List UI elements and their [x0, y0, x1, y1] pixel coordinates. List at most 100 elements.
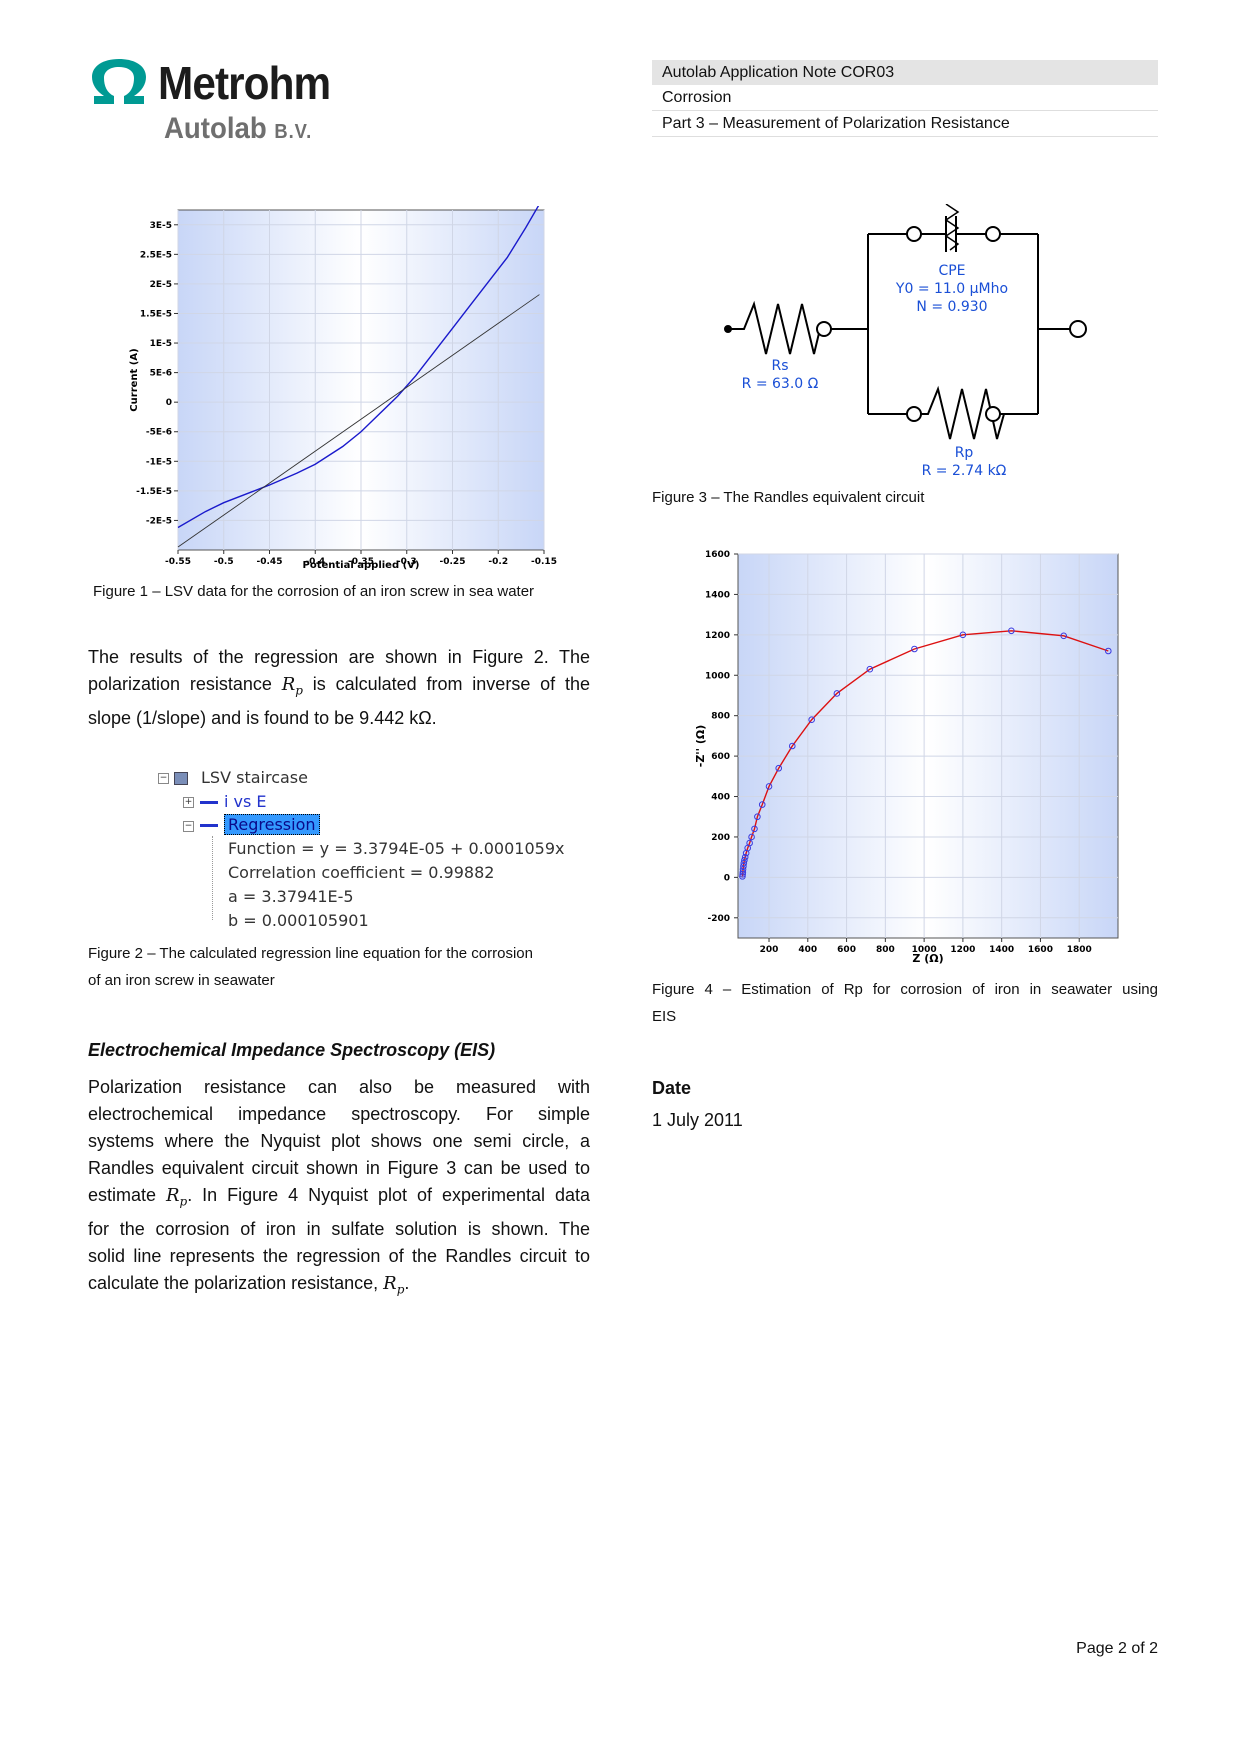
y-tick-label: -2E-5: [146, 516, 172, 526]
x-tick-label: -0.5: [214, 557, 234, 567]
data-point: [911, 645, 918, 653]
data-point: [1060, 632, 1068, 640]
data-point: [739, 865, 747, 873]
rs-resistor-icon: [728, 300, 828, 355]
regression-line: [177, 294, 540, 548]
x-tick-label: 1400: [989, 945, 1014, 955]
y-tick-label: 800: [711, 712, 730, 722]
eis-line: estimate Rp. In Figure 4 Nyquist plot of…: [88, 1185, 590, 1209]
tree-item-ivse[interactable]: i vs E: [200, 792, 267, 811]
x-tick-label: 800: [876, 945, 895, 955]
eis-paragraph: Polarization resistance can also be meas…: [88, 1074, 590, 1303]
data-point: [741, 853, 749, 861]
header-row-topic: Corrosion: [652, 85, 1158, 111]
x-tick-label: -0.4: [305, 557, 325, 567]
data-point: [746, 839, 753, 847]
x-tick-label: -0.55: [165, 557, 191, 567]
eis-line: Polarization resistance can also be meas…: [88, 1077, 590, 1097]
collapse-toggle-root[interactable]: −: [158, 773, 169, 784]
y-tick-label: 1600: [705, 550, 730, 560]
rp-resistor-icon: [921, 385, 1006, 440]
node-marker: [906, 406, 922, 422]
node-marker: [816, 321, 832, 337]
series-line-icon: [200, 824, 218, 827]
y-tick-label: 0: [166, 398, 172, 408]
eis-line: systems where the Nyquist plot shows one…: [88, 1131, 590, 1151]
figure3-randles-circuit: CPE Y0 = 11.0 µMho N = 0.930 Rs R = 63.0…: [724, 204, 1087, 479]
rs-value: R = 63.0 Ω: [742, 376, 819, 392]
data-point: [740, 862, 747, 870]
para1-line1: The results of the regression are shown …: [88, 647, 590, 667]
dataset-icon: [174, 772, 188, 785]
omega-logo-icon: [92, 59, 146, 104]
data-point: [739, 869, 747, 876]
x-tick-label: -0.45: [257, 557, 283, 567]
y-tick-label: 5E-6: [150, 369, 172, 379]
y-tick-label: -1.5E-5: [136, 487, 172, 497]
cpe-y0: Y0 = 11.0 µMho: [895, 281, 1008, 297]
y-tick-label: 1E-5: [150, 339, 172, 349]
x-tick-label: -0.25: [440, 557, 466, 567]
y-tick-label: -200: [707, 914, 730, 924]
data-point: [758, 801, 766, 808]
regression-correlation: Correlation coefficient = 0.99882: [228, 863, 495, 882]
data-point: [808, 716, 815, 724]
cpe-label: CPE: [938, 263, 965, 279]
para1-line3: slope (1/slope) and is found to be 9.442…: [88, 707, 437, 728]
data-point: [1105, 647, 1112, 655]
node-marker: [985, 406, 1001, 422]
node-marker: [985, 226, 1001, 242]
tree-connector: [212, 836, 214, 920]
data-point: [833, 690, 841, 697]
tree-item-regression[interactable]: Regression: [200, 814, 320, 835]
logo-brand: Metrohm: [158, 57, 331, 109]
y-tick-label: 3E-5: [150, 221, 172, 231]
figure1-caption: Figure 1 – LSV data for the corrosion of…: [93, 583, 535, 600]
tree-root-label[interactable]: LSV staircase: [201, 768, 308, 787]
regression-paragraph: The results of the regression are shown …: [88, 644, 590, 732]
y-tick-label: 1400: [705, 590, 730, 600]
figure1-x-label: Potential applied (V): [303, 560, 420, 571]
collapse-toggle-regression[interactable]: −: [183, 821, 194, 832]
x-tick-label: -0.15: [531, 557, 557, 567]
regression-tree: − LSV staircase + i vs E − Regression Fu…: [158, 768, 578, 938]
date-value: 1 July 2011: [652, 1110, 743, 1130]
data-point: [959, 631, 967, 639]
data-point: [788, 742, 796, 750]
y-tick-label: 1000: [705, 671, 730, 681]
x-tick-label: 600: [837, 945, 856, 955]
metrohm-logo: Metrohm Autolab B.V.: [88, 56, 348, 148]
data-point: [740, 859, 748, 867]
logo-sub: Autolab B.V.: [164, 112, 313, 145]
rs-label: Rs: [771, 358, 788, 374]
y-tick-label: 0: [724, 873, 730, 883]
eis-line: Randles equivalent circuit shown in Figu…: [88, 1158, 590, 1178]
y-tick-label: 1200: [705, 631, 730, 641]
figure3-caption: Figure 3 – The Randles equivalent circui…: [652, 489, 925, 506]
data-point: [748, 833, 755, 841]
date-heading: Date: [652, 1078, 692, 1098]
cpe-n: N = 0.930: [916, 299, 987, 315]
data-point: [775, 764, 783, 772]
eis-heading: Electrochemical Impedance Spectroscopy (…: [88, 1040, 496, 1060]
y-tick-label: 600: [711, 752, 730, 762]
data-point: [866, 665, 874, 673]
figure1-y-label: Current (A): [129, 348, 140, 411]
figure4-nyquist-chart: 200 400 600 800 1000 1200 1400 1600 1800 1600 140…: [694, 550, 1119, 964]
y-tick-label: 2E-5: [150, 280, 172, 290]
y-tick-label: 2.5E-5: [140, 250, 172, 260]
note-header: Autolab Application Note COR03 Corrosion…: [652, 60, 1158, 137]
figure2-caption: Figure 2 – The calculated regression lin…: [88, 945, 533, 989]
regression-b: b = 0.000105901: [228, 911, 369, 930]
x-tick-label: 200: [760, 945, 779, 955]
page-number: Page 2 of 2: [1076, 1640, 1158, 1657]
x-tick-label: 1600: [1028, 945, 1053, 955]
series-line-icon: [200, 801, 218, 804]
x-tick-label: 400: [798, 945, 817, 955]
expand-toggle-ivse[interactable]: +: [183, 797, 194, 808]
data-point: [1008, 627, 1015, 635]
header-row-title: Autolab Application Note COR03: [652, 60, 1158, 85]
figure1-lsv-chart: -0.55 -0.5 -0.45 -0.4 -0.35 -0.3 -0.25 -0.2 -0.1…: [129, 206, 557, 571]
figure4-x-label: Z (Ω): [912, 952, 943, 964]
cpe-zigzag-icon: [944, 204, 960, 251]
